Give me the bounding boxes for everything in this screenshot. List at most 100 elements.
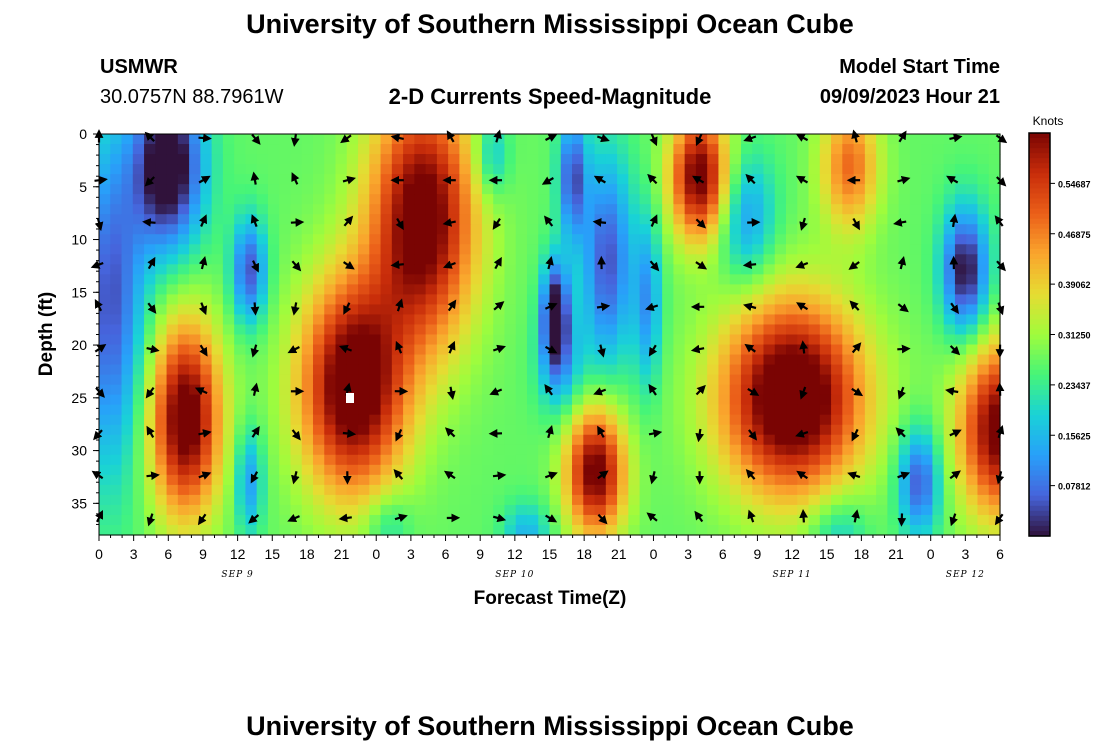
heatmap-cell (729, 524, 742, 536)
colorbar-segment (1029, 450, 1050, 456)
heatmap-cell (189, 274, 201, 285)
heatmap-cell (358, 194, 370, 205)
heatmap-cell (887, 454, 900, 466)
heatmap-cell (358, 154, 370, 165)
current-vector (443, 470, 456, 480)
heatmap-cell (966, 494, 979, 506)
heatmap-cell (988, 344, 1001, 356)
heatmap-cell (414, 194, 427, 205)
heatmap-cell (222, 154, 235, 165)
heatmap-cell (774, 514, 787, 526)
heatmap-cell (481, 334, 494, 346)
heatmap-cell (200, 204, 213, 215)
heatmap-cell (729, 264, 742, 275)
heatmap-cell (448, 244, 460, 255)
heatmap-cell (797, 294, 810, 306)
current-vector (597, 513, 608, 525)
heatmap-cell (279, 464, 292, 476)
heatmap-cell (189, 324, 201, 336)
heatmap-cell (144, 204, 156, 215)
heatmap-cell (132, 384, 145, 396)
heatmap-cell (110, 294, 123, 306)
heatmap-cell (222, 524, 235, 536)
heatmap-cell (819, 384, 832, 396)
heatmap-cell (763, 524, 776, 536)
heatmap-cell (132, 424, 145, 436)
heatmap-cell (774, 314, 787, 326)
colorbar-segment (1029, 253, 1050, 260)
heatmap-cell (842, 364, 855, 376)
heatmap-cell (786, 384, 798, 396)
heatmap-cell (200, 284, 213, 296)
heatmap-cell (459, 164, 472, 175)
heatmap-cell (617, 214, 629, 225)
current-vector (695, 133, 704, 147)
heatmap-cell (335, 364, 348, 376)
heatmap-cell (921, 314, 934, 326)
heatmap-cell (932, 244, 945, 255)
heatmap-cell (414, 334, 427, 346)
heatmap-cell (436, 314, 449, 326)
heatmap-cell (234, 144, 247, 155)
heatmap-cell (707, 214, 720, 225)
heatmap-cell (448, 274, 460, 285)
heatmap-cell (335, 514, 348, 526)
heatmap-cell (628, 144, 641, 155)
heatmap-cell (200, 374, 213, 386)
heatmap-cell (988, 454, 1001, 466)
heatmap-cell (155, 274, 168, 285)
heatmap-cell (256, 234, 269, 245)
heatmap-cell (110, 444, 123, 456)
heatmap-cell (436, 384, 449, 396)
heatmap-cell (583, 334, 596, 346)
heatmap-cell (831, 164, 843, 175)
heatmap-cell (988, 174, 1001, 185)
current-vectors (90, 129, 1008, 527)
x-tick-label: 0 (650, 546, 658, 562)
heatmap-cell (752, 184, 765, 195)
heatmap-cell (369, 214, 382, 225)
heatmap-cell (448, 304, 460, 316)
heatmap-cell (831, 514, 843, 526)
heatmap-cell (481, 184, 494, 195)
heatmap-cell (662, 234, 674, 245)
heatmap-cell (718, 494, 731, 506)
heatmap-cell (943, 434, 956, 446)
current-vector (946, 175, 959, 185)
current-vector (593, 175, 606, 185)
heatmap-cell (267, 424, 280, 436)
heatmap-cell (707, 384, 720, 396)
heatmap-cell (921, 494, 934, 506)
heatmap-cell (695, 234, 708, 245)
heatmap-cell (99, 214, 111, 225)
heatmap-cell (718, 194, 731, 205)
heatmap-cell (639, 354, 652, 366)
heatmap-cell (166, 454, 179, 466)
heatmap-cell (572, 264, 584, 275)
heatmap-cell (808, 184, 821, 195)
heatmap-cell (560, 354, 573, 366)
heatmap-cell (774, 424, 787, 436)
heatmap-cell (560, 484, 573, 496)
heatmap-cell (639, 484, 652, 496)
colorbar-tick-label: 0.31250 (1058, 331, 1091, 341)
heatmap-cell (526, 484, 539, 496)
heatmap-cell (132, 484, 145, 496)
heatmap-cell (887, 204, 900, 215)
heatmap-cell (493, 404, 506, 416)
heatmap-cell (312, 484, 325, 496)
heatmap-cell (470, 204, 483, 215)
heatmap-cell (189, 374, 201, 386)
heatmap-cell (177, 454, 190, 466)
heatmap-cell (583, 284, 596, 296)
current-vector (290, 218, 305, 227)
heatmap-cell (977, 274, 990, 285)
x-tick-label: 6 (719, 546, 727, 562)
current-vector (146, 344, 160, 354)
heatmap-cell (729, 344, 742, 356)
heatmap-cell (312, 174, 325, 185)
heatmap-cell (391, 234, 404, 245)
heatmap-cell (144, 284, 156, 296)
heatmap-cell (887, 134, 900, 145)
heatmap-cell (887, 234, 900, 245)
